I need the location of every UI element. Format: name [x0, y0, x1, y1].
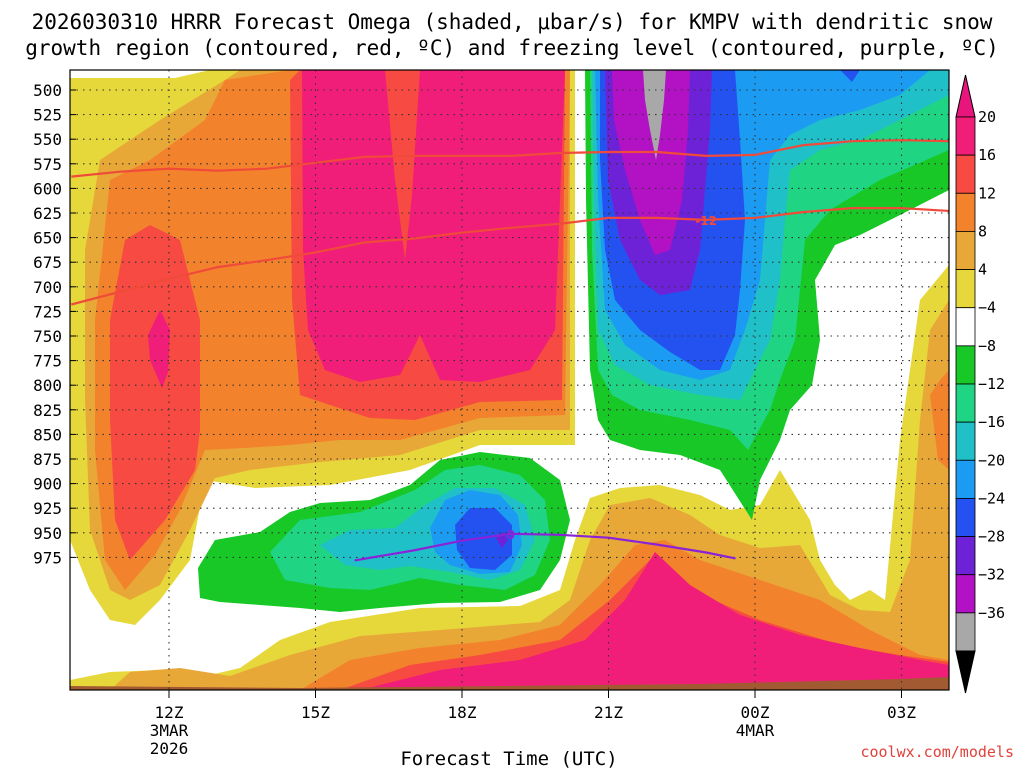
colorbar-swatch — [955, 498, 976, 537]
y-tick-label: 775 — [33, 352, 62, 371]
colorbar-swatch — [955, 383, 976, 423]
x-tick-label: 18Z — [448, 703, 477, 722]
omega-region-magenta-west — [148, 310, 170, 388]
omega-region-blue-ne — [840, 70, 860, 82]
colorbar-top-arrow — [955, 74, 976, 118]
x-tick-date-label: 4MAR — [736, 721, 775, 740]
plot-area — [70, 70, 949, 690]
y-tick-label: 850 — [33, 425, 62, 444]
y-tick-label: 575 — [33, 155, 62, 174]
y-tick-label: 500 — [33, 81, 62, 100]
freezing-level-contour — [354, 532, 736, 562]
omega-region-red-west — [110, 225, 200, 560]
chart-title-line2: growth region (contoured, red, ºC) and f… — [25, 36, 999, 60]
ground-terrain — [70, 677, 949, 690]
y-tick-label: 700 — [33, 278, 62, 297]
dgz-contour-line — [71, 139, 949, 178]
colorbar-swatch — [955, 421, 976, 461]
x-tick-label: 00Z — [741, 703, 770, 722]
y-tick-label: 600 — [33, 179, 62, 198]
colorbar-tick-label: −8 — [978, 337, 996, 355]
colorbar-swatch — [955, 536, 976, 576]
x-tick-date-label: 3MAR — [150, 721, 189, 740]
chart-title-line1: 2026030310 HRRR Forecast Omega (shaded, … — [32, 10, 993, 34]
omega-region-magenta-central — [302, 70, 565, 382]
y-tick-label: 875 — [33, 450, 62, 469]
plot-frame — [69, 69, 950, 691]
y-tick-label: 900 — [33, 475, 62, 494]
colorbar-tick-label: 12 — [978, 184, 996, 202]
colorbar-swatch — [955, 345, 976, 385]
credit-text: coolwx.com/models — [860, 743, 1014, 761]
colorbar-tick-label: 20 — [978, 108, 996, 126]
colorbar-swatch — [955, 612, 976, 652]
colorbar-swatch — [955, 231, 976, 270]
colorbar-swatch — [955, 307, 976, 347]
contour-lines: -12 0 — [71, 139, 949, 562]
colorbar-tick-label: 16 — [978, 146, 996, 164]
y-tick-label: 650 — [33, 229, 62, 248]
y-tick-label: 825 — [33, 401, 62, 420]
omega-region-purple-east — [612, 70, 690, 255]
omega-region-magenta-lower — [360, 552, 949, 690]
colorbar-bottom-arrow — [955, 650, 976, 694]
colorbar-tick-label: −20 — [978, 451, 1005, 469]
x-tick-label: 03Z — [887, 703, 916, 722]
y-tick-label: 675 — [33, 253, 62, 272]
colorbar-tick-label: −12 — [978, 375, 1005, 393]
colorbar-tick-label: 4 — [978, 261, 987, 279]
x-tick-label: 12Z — [155, 703, 184, 722]
colorbar-swatch — [955, 154, 976, 194]
colorbar-tick-label: −32 — [978, 566, 1005, 584]
y-axis: 500 525 550 575 600 625 650 675 700 725 750 775 800 8… — [33, 81, 76, 567]
colorbar-tick-label: −4 — [978, 299, 996, 317]
contour-label: -12 — [695, 214, 717, 228]
colorbar-tick-label: −16 — [978, 413, 1005, 431]
omega-region-gray-east — [643, 70, 666, 160]
x-axis-label: Forecast Time (UTC) — [400, 748, 617, 768]
y-tick-label: 525 — [33, 106, 62, 125]
x-tick-year-label: 2026 — [150, 739, 189, 758]
contour-label: 0 — [507, 528, 515, 542]
colorbar: 20 16 12 8 4 −4 −8 −12 −16 −20 −24 −28 −32 −36 — [955, 74, 1005, 694]
y-tick-label: 725 — [33, 302, 62, 321]
omega-region-darkorange-east — [930, 370, 949, 470]
colorbar-swatch — [955, 116, 976, 156]
x-tick-label: 21Z — [594, 703, 623, 722]
colorbar-tick-label: −36 — [978, 604, 1005, 622]
y-tick-label: 550 — [33, 130, 62, 149]
colorbar-swatch — [955, 192, 976, 232]
y-tick-label: 625 — [33, 204, 62, 223]
colorbar-tick-label: −28 — [978, 528, 1005, 546]
omega-region-blue-midlevel — [455, 508, 512, 570]
y-tick-label: 950 — [33, 524, 62, 543]
y-tick-label: 800 — [33, 376, 62, 395]
colorbar-swatch — [955, 269, 976, 309]
y-tick-label: 750 — [33, 327, 62, 346]
dgz-contour-line — [71, 207, 949, 306]
x-tick-label: 15Z — [301, 703, 330, 722]
y-tick-label: 975 — [33, 548, 62, 567]
colorbar-swatch — [955, 459, 976, 499]
colorbar-tick-label: −24 — [978, 489, 1005, 507]
colorbar-swatch — [955, 574, 976, 614]
colorbar-tick-label: 8 — [978, 222, 987, 240]
y-tick-label: 925 — [33, 499, 62, 518]
